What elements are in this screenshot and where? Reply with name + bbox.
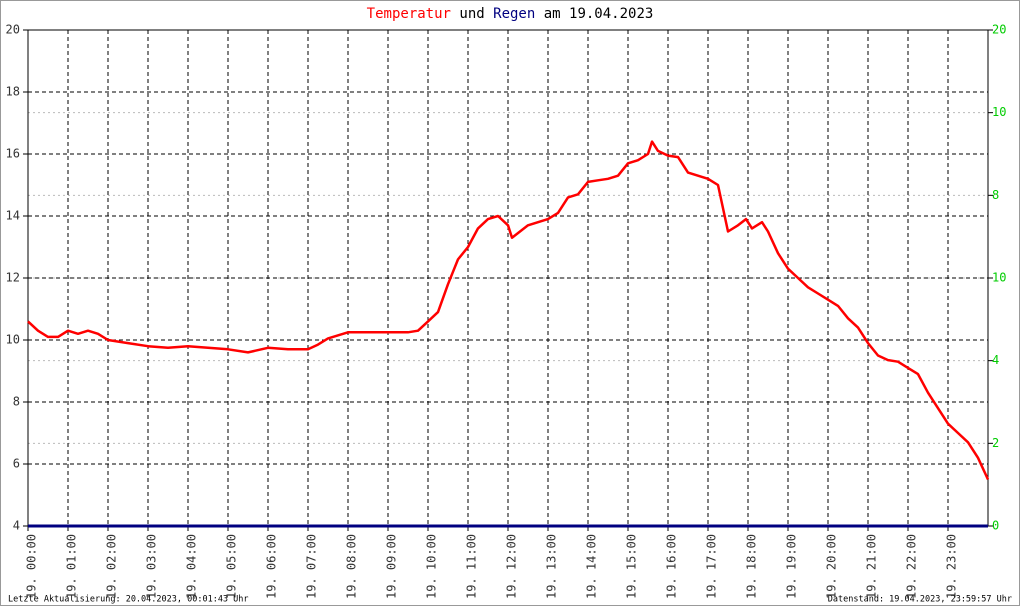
y2-tick-label: 10	[992, 271, 1006, 285]
x-tick-label: 19. 22:00	[905, 534, 919, 599]
x-tick-label: 19. 06:00	[265, 534, 279, 599]
x-tick-label: 19. 07:00	[305, 534, 319, 599]
x-tick-label: 19. 09:00	[385, 534, 399, 599]
title-part: Regen	[493, 6, 535, 22]
y-tick-label: 18	[6, 85, 20, 99]
y2-tick-label: 0	[992, 519, 999, 533]
y-tick-label: 4	[13, 519, 20, 533]
x-tick-label: 19. 10:00	[425, 534, 439, 599]
chart-title: Temperatur und Regen am 19.04.2023	[367, 6, 654, 22]
x-tick-label: 19. 14:00	[585, 534, 599, 599]
x-tick-label: 19. 03:00	[145, 534, 159, 599]
title-part: am 19.04.2023	[544, 6, 654, 22]
x-tick-label: 19. 21:00	[865, 534, 879, 599]
x-tick-label: 19. 04:00	[185, 534, 199, 599]
x-tick-label: 19. 11:00	[465, 534, 479, 599]
x-tick-label: 19. 13:00	[545, 534, 559, 599]
y2-tick-label: 10	[992, 105, 1006, 119]
x-tick-label: 19. 00:00	[25, 534, 39, 599]
series-line	[27, 140, 990, 481]
x-tick-label: 19. 23:00	[945, 534, 959, 599]
y-tick-label: 14	[6, 209, 20, 223]
x-tick-label: 19. 20:00	[825, 534, 839, 599]
y2-tick-label: 8	[992, 188, 999, 202]
y2-tick-label: 20	[992, 23, 1006, 37]
x-tick-label: 19. 08:00	[345, 534, 359, 599]
y-tick-label: 6	[13, 457, 20, 471]
x-tick-label: 19. 19:00	[785, 534, 799, 599]
title-part: Temperatur	[367, 6, 451, 22]
x-tick-label: 19. 17:00	[705, 534, 719, 599]
x-tick-label: 19. 18:00	[745, 534, 759, 599]
x-tick-label: 19. 02:00	[105, 534, 119, 599]
y2-tick-label: 2	[992, 436, 999, 450]
y-tick-label: 10	[6, 333, 20, 347]
y-tick-label: 20	[6, 23, 20, 37]
x-tick-label: 19. 01:00	[65, 534, 79, 599]
y-tick-label: 12	[6, 271, 20, 285]
x-tick-label: 19. 05:00	[225, 534, 239, 599]
footer-right: Datenstand: 19.04.2023, 23:59:57 Uhr	[828, 595, 1012, 605]
x-tick-label: 19. 12:00	[505, 534, 519, 599]
title-part: und	[459, 6, 484, 22]
x-tick-label: 19. 15:00	[625, 534, 639, 599]
y2-tick-label: 4	[992, 353, 999, 367]
footer-left: Letzte Aktualisierung: 20.04.2023, 00:01…	[8, 595, 249, 605]
y-tick-label: 8	[13, 395, 20, 409]
y-tick-label: 16	[6, 147, 20, 161]
x-tick-label: 19. 16:00	[665, 534, 679, 599]
